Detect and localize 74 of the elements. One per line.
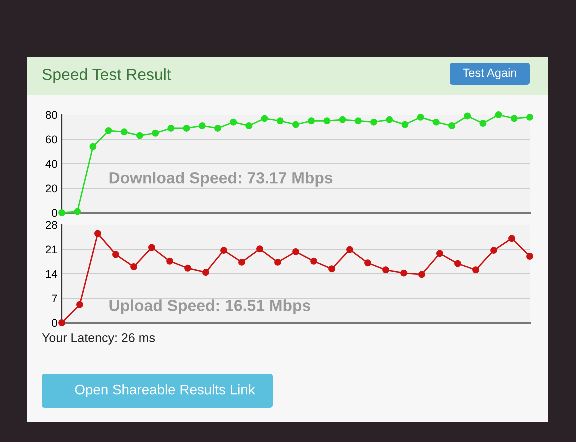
point [120, 128, 128, 136]
y-tick-label: 20 [46, 184, 58, 193]
point [480, 120, 487, 128]
point [94, 230, 102, 238]
point [386, 116, 394, 124]
point [382, 266, 390, 274]
text: Open Shareable Results Link [75, 384, 256, 398]
y-tick-label: 7 [52, 294, 58, 303]
y-tick-label: 40 [46, 160, 58, 168]
point [432, 118, 440, 126]
text: Your Latency: 26 ms [42, 334, 156, 345]
point [417, 114, 424, 121]
point [364, 260, 372, 267]
point [402, 121, 409, 128]
point [526, 114, 534, 121]
point [448, 122, 456, 130]
point [324, 118, 331, 125]
point [339, 116, 346, 124]
point [310, 258, 318, 265]
point [454, 260, 462, 268]
point [436, 250, 444, 258]
point [292, 248, 300, 256]
y-tick-label: 0 [52, 209, 58, 218]
point [238, 258, 246, 266]
point [526, 253, 534, 260]
point [230, 118, 238, 126]
point [400, 270, 408, 277]
point [261, 115, 268, 122]
point [58, 210, 66, 216]
y-tick-label: 0 [52, 319, 58, 328]
point [370, 118, 378, 126]
point [90, 143, 97, 150]
y-tick-label: 21 [46, 246, 58, 254]
point [184, 264, 192, 272]
point [166, 258, 174, 265]
point [168, 125, 175, 132]
point [105, 127, 112, 134]
point [274, 258, 282, 266]
point [58, 320, 66, 326]
text: Test Again [463, 68, 516, 80]
y-tick-label: 60 [46, 136, 58, 144]
point [464, 112, 472, 120]
point [276, 118, 284, 125]
point [148, 244, 156, 252]
point [346, 246, 354, 254]
point [183, 125, 190, 132]
point [74, 208, 82, 216]
point [308, 118, 316, 125]
chart-title: Speed Test Result [42, 68, 172, 84]
point [472, 266, 480, 274]
point [418, 271, 426, 278]
point [76, 301, 84, 308]
point [220, 247, 228, 254]
point [328, 266, 336, 273]
y-tick-label: 28 [46, 221, 58, 230]
y-tick-label: 14 [46, 270, 58, 278]
annotation: Upload Speed: 16.51 Mbps [110, 300, 311, 315]
point [152, 130, 160, 137]
y-tick-label: 80 [46, 111, 58, 120]
point [292, 121, 300, 128]
annotation: Download Speed: 73.17 Mbps [110, 172, 333, 187]
point [256, 246, 264, 253]
point [354, 118, 362, 125]
point [495, 112, 502, 118]
point [202, 269, 210, 276]
point [214, 125, 222, 132]
point [136, 132, 144, 140]
point [490, 247, 498, 254]
point [130, 264, 138, 270]
point [112, 251, 120, 258]
point [508, 235, 516, 242]
point [510, 115, 518, 122]
point [198, 122, 206, 130]
point [246, 122, 253, 130]
